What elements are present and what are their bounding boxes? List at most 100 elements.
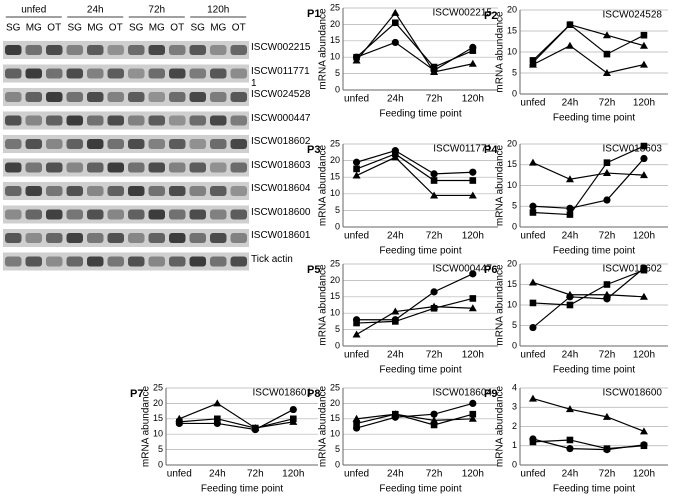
y-tick-label: 20 (507, 258, 517, 268)
point (603, 281, 611, 288)
point (353, 420, 360, 427)
y-tick-label: 0 (335, 84, 340, 94)
gel-band (5, 115, 22, 126)
x-tick-label: unfed (344, 94, 369, 105)
gel-band (169, 186, 186, 196)
point (352, 171, 361, 179)
point (566, 436, 574, 444)
gel-band (189, 45, 206, 55)
point (213, 399, 222, 407)
panel-label: P4 (484, 144, 498, 156)
series-line (532, 23, 645, 61)
x-tick-label: 72h (599, 350, 616, 361)
y-tick-label: 0 (158, 459, 163, 469)
x-tick-label: unfed (167, 469, 192, 480)
gel-band (107, 115, 124, 126)
gel-band (210, 233, 227, 243)
y-tick-label: 10 (330, 308, 340, 318)
panel-label: P8 (307, 388, 320, 400)
gene-label: ISCW000447 (251, 112, 311, 124)
point (639, 427, 648, 435)
x-tick-label: 24h (562, 98, 579, 109)
point (352, 424, 361, 432)
gel-band (230, 233, 247, 243)
x-tick-label: 72h (426, 94, 443, 105)
gel-band (169, 115, 186, 126)
series-line (179, 418, 294, 429)
y-axis-title: mRNA abundance (318, 264, 329, 346)
x-tick-label: 120h (462, 469, 484, 480)
gel-band (169, 256, 186, 267)
series-line (179, 402, 294, 429)
gel-band (5, 162, 22, 173)
x-tick-label: 72h (599, 231, 616, 242)
point (529, 435, 537, 443)
gel-band (210, 92, 227, 102)
point (353, 319, 360, 327)
gene-label: ISCW024528 (251, 89, 311, 100)
series-line (179, 409, 294, 431)
point (603, 446, 611, 454)
y-tick-label: 25 (330, 138, 340, 148)
gel-band (87, 92, 104, 102)
y-tick-label: 0 (512, 221, 517, 231)
gel-band (230, 68, 247, 79)
point (430, 288, 438, 296)
y-tick-label: 5 (335, 444, 340, 454)
x-tick-label: 120h (282, 469, 304, 480)
annotation: ISCW002215 (433, 8, 493, 19)
y-tick-label: 10 (330, 52, 340, 62)
point (352, 414, 361, 422)
gel-band (148, 92, 165, 102)
lane-label: OT (170, 23, 184, 34)
point (352, 330, 361, 338)
x-tick-label: unfed (520, 231, 545, 242)
y-tick-label: 0 (335, 221, 340, 231)
gel-band (189, 209, 206, 220)
annotation: ISCW018601 (253, 388, 313, 399)
gene-label-box: ISCW002215 (251, 42, 310, 53)
point (430, 302, 439, 310)
point (391, 38, 399, 47)
gel-band (210, 162, 227, 173)
series-line (532, 158, 645, 209)
series-line (532, 269, 645, 306)
series-line (356, 153, 473, 182)
gel-band (230, 209, 247, 220)
series-line (532, 24, 645, 63)
y-tick-label: 10 (153, 429, 163, 439)
annotation: ISCW018603 (603, 144, 663, 155)
x-tick-label: 120h (633, 98, 655, 109)
point (565, 41, 574, 49)
gel-band (66, 209, 83, 220)
gel-band (128, 162, 145, 173)
panel-label: P6 (484, 264, 497, 276)
y-tick-label: 20 (330, 398, 340, 408)
series-line (356, 402, 473, 429)
y-tick-label: 15 (330, 172, 340, 182)
gel-band (66, 186, 83, 196)
point (469, 177, 477, 184)
gel-band (148, 256, 165, 267)
lane-label: MG (149, 23, 165, 34)
gel-band (107, 45, 124, 55)
x-tick-label: 120h (633, 350, 655, 361)
point (603, 196, 611, 204)
y-tick-label: 15 (330, 291, 340, 301)
y-axis-title: mRNA abundance (141, 385, 152, 467)
y-tick-label: 10 (507, 46, 517, 56)
series-line (356, 306, 473, 336)
gel-strip (3, 64, 249, 83)
gel-band (46, 45, 63, 55)
panel-label: P7 (130, 388, 143, 400)
x-tick-label: 72h (426, 350, 443, 361)
y-tick-label: 15 (507, 159, 517, 169)
gel-band (66, 139, 83, 149)
gel-band (46, 233, 63, 243)
point (566, 293, 574, 301)
y-tick-label: 25 (330, 258, 340, 268)
y-tick-label: 25 (330, 2, 340, 12)
x-tick-label: unfed (520, 350, 545, 361)
gel-band (128, 115, 145, 126)
gel-band (25, 115, 42, 126)
